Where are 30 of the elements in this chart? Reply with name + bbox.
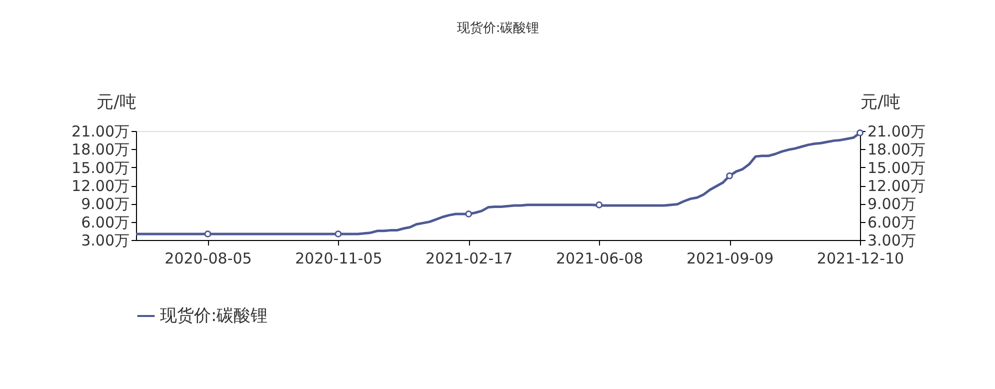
chart-title: 现货价:碳酸锂 (456, 21, 540, 36)
y-tick-label: 6.00万 (81, 213, 130, 232)
y2-axis-title: 元/吨 (860, 92, 900, 112)
y2-tick-label: 21.00万 (868, 122, 926, 140)
x-tick-label: 2020-08-05 (164, 250, 252, 268)
y2-tick-label: 3.00万 (868, 232, 916, 250)
y2-tick-label: 6.00万 (868, 213, 916, 232)
y-tick-label: 21.00万 (72, 122, 130, 140)
y-tick-label: 12.00万 (72, 177, 130, 195)
y2-tick-label: 12.00万 (868, 177, 926, 195)
point (465, 210, 472, 218)
y2-tick-label: 15.00万 (868, 158, 926, 177)
point (204, 230, 212, 238)
y2-tick-label: 9.00万 (868, 195, 916, 214)
point (856, 129, 864, 136)
y-axis-title: 元/吨 (96, 92, 136, 112)
x-tick-label: 2021-02-17 (426, 250, 513, 268)
y2-tick-label: 18.00万 (868, 140, 926, 159)
legend-label: 现货价:碳酸锂 (160, 306, 268, 326)
y-tick-label: 15.00万 (72, 158, 130, 177)
point (334, 230, 342, 238)
y-tick-label: 9.00万 (81, 195, 130, 214)
x-tick-label: 2021-12-10 (816, 250, 904, 268)
y-tick-label: 3.00万 (81, 232, 130, 250)
point (596, 201, 603, 208)
x-tick-label: 2020-11-05 (295, 250, 382, 268)
x-tick-label: 2021-09-09 (686, 250, 774, 268)
point (726, 172, 734, 180)
x-tick-label: 2021-06-08 (556, 250, 644, 268)
y-tick-label: 18.00万 (72, 140, 130, 159)
